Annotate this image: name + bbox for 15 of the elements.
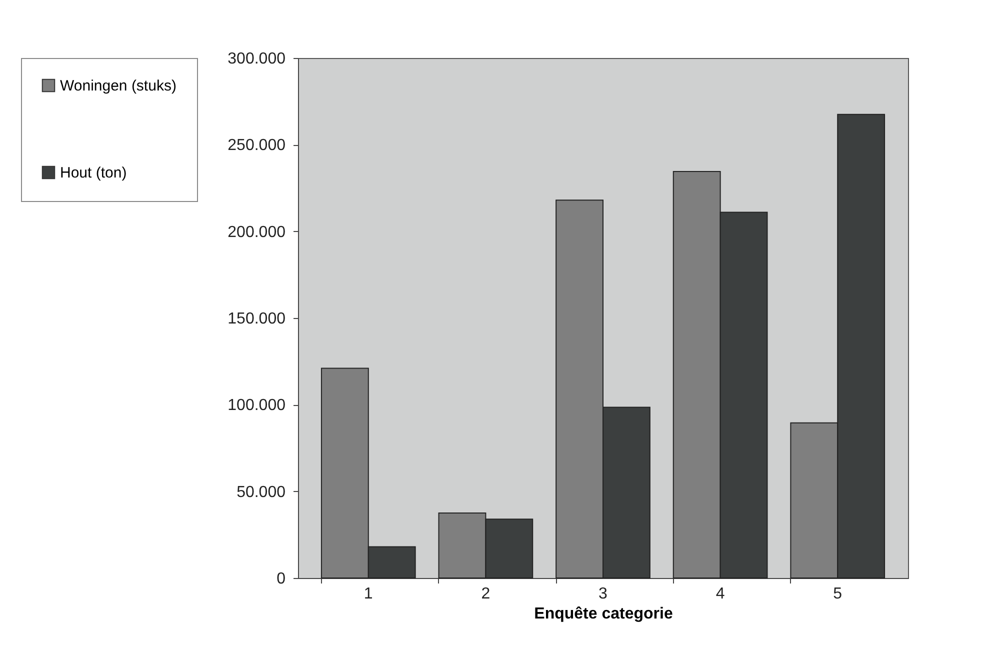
legend-label: Hout (ton) — [60, 164, 127, 182]
x-tick-label: 3 — [598, 586, 608, 602]
y-tick-label: 250.000 — [228, 137, 286, 154]
x-tick-label: 1 — [364, 586, 373, 602]
y-tick-label: 200.000 — [228, 224, 286, 241]
y-tick-label: 0 — [276, 570, 286, 588]
legend-label: Woningen (stuks) — [60, 78, 176, 94]
x-tick-label: 5 — [833, 586, 842, 602]
x-axis-title: Enquête categorie — [534, 606, 673, 622]
y-tick-label: 100.000 — [228, 397, 286, 414]
y-tick-label: 50.000 — [236, 484, 286, 501]
x-tick-label: 4 — [716, 586, 725, 602]
y-tick-label: 150.000 — [228, 310, 286, 328]
y-tick-label: 300.000 — [228, 50, 286, 68]
x-tick-label: 2 — [481, 586, 490, 602]
